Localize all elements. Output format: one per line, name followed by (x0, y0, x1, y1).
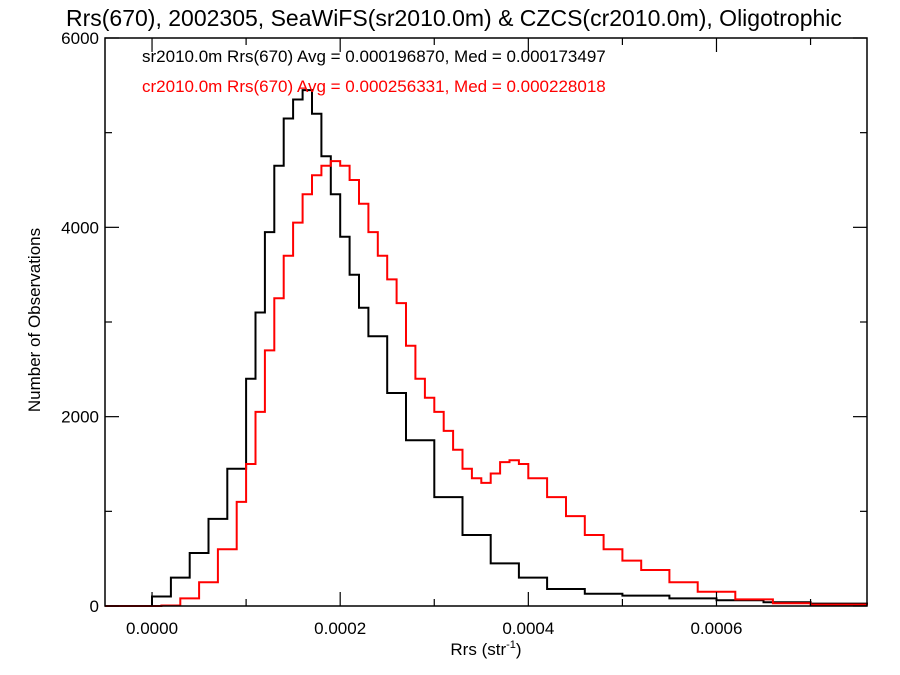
y-tick-label: 4000 (61, 218, 99, 237)
y-axis-label: Number of Observations (25, 228, 44, 412)
x-tick-label: 0.0002 (314, 619, 366, 638)
axis-ticks: 0 2000 4000 6000 0.0000 0.0002 0.0004 0.0006 (61, 29, 867, 638)
plot-area (105, 89, 868, 607)
x-tick-label: 0.0006 (690, 619, 742, 638)
series-line-1 (105, 160, 868, 607)
plot-frame (104, 37, 868, 607)
chart-title: Rrs(670), 2002305, SeaWiFS(sr2010.0m) & … (66, 5, 842, 31)
legend-entry-cr2010: cr2010.0m Rrs(670) Avg = 0.000256331, Me… (142, 77, 606, 96)
y-tick-label: 2000 (61, 408, 99, 427)
x-tick-label: 0.0000 (126, 619, 178, 638)
y-tick-label: 0 (90, 597, 99, 616)
legend-entry-sr2010: sr2010.0m Rrs(670) Avg = 0.000196870, Me… (142, 47, 606, 66)
x-tick-label: 0.0004 (502, 619, 554, 638)
series-line-0 (105, 89, 868, 607)
y-tick-label: 6000 (61, 29, 99, 48)
x-axis-label: Rrs (str-1) (450, 639, 521, 659)
